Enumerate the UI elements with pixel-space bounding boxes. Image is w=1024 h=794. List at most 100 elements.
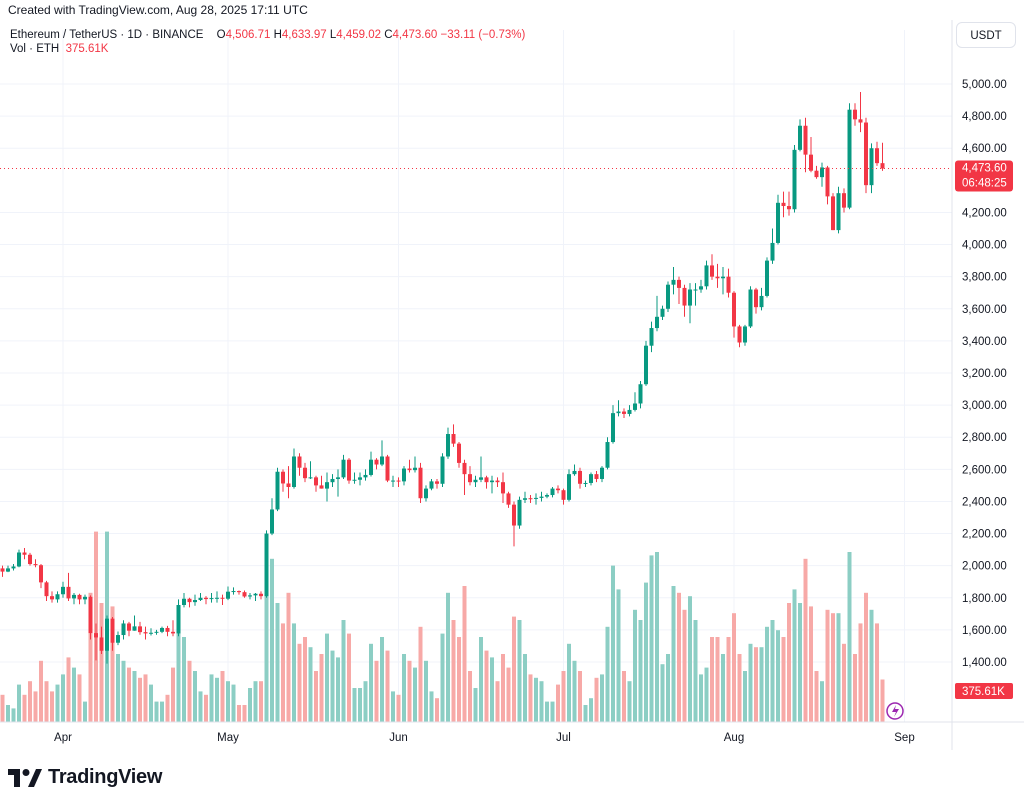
candle — [292, 448, 296, 489]
volume-bar — [715, 637, 720, 722]
candle — [154, 629, 159, 635]
candle — [611, 405, 615, 444]
volume-bar — [314, 671, 318, 722]
volume-bar — [281, 623, 285, 722]
candle-body — [220, 597, 225, 599]
candle-body — [330, 478, 335, 483]
candle — [737, 324, 742, 348]
candle — [358, 472, 362, 486]
volume-bar — [44, 681, 49, 722]
candle — [127, 621, 131, 637]
candle-body — [94, 633, 98, 638]
time-axis[interactable]: Apr May Jun Jul Aug Sep — [0, 721, 1024, 744]
volume-bar — [0, 694, 5, 722]
volume-bar — [424, 660, 428, 722]
candle — [165, 625, 170, 637]
candle-body — [77, 594, 82, 600]
candle-body — [358, 477, 362, 480]
candle-body — [468, 474, 472, 483]
volume-bar — [567, 643, 571, 722]
candle-body — [528, 498, 533, 500]
volume-bar — [358, 688, 362, 722]
candle — [116, 631, 120, 646]
candle — [44, 580, 49, 601]
candle-body — [627, 409, 632, 414]
volume-bar — [704, 667, 709, 722]
candle-body — [297, 456, 302, 468]
candle — [655, 295, 659, 332]
price-axis[interactable]: 5,000.00 4,800.00 4,600.00 4,200.00 4,000.00… — [951, 20, 1007, 750]
candle-body — [176, 605, 181, 634]
candle — [226, 586, 230, 601]
candle-body — [0, 568, 5, 572]
candle-body — [28, 554, 32, 565]
volume-bar — [17, 684, 21, 722]
candle — [385, 454, 390, 483]
volume-bar — [413, 667, 417, 722]
currency-button[interactable]: USDT — [956, 22, 1016, 48]
y-tick-label: 3,200.00 — [962, 368, 1007, 380]
volume-bar — [143, 674, 148, 722]
volume-bar — [633, 609, 637, 722]
last-price-text: 4,473.60 — [962, 163, 1007, 175]
tradingview-logo-icon — [8, 768, 42, 787]
volume-bar — [699, 674, 703, 722]
candle — [457, 442, 461, 468]
candle — [275, 467, 280, 512]
candle-body — [50, 596, 54, 600]
tradingview-logo[interactable]: TradingView — [8, 766, 162, 789]
candle-body — [292, 456, 296, 487]
volume-bar — [754, 647, 758, 722]
volume-bar — [831, 613, 835, 722]
candle-body — [605, 442, 610, 468]
candle-body — [66, 586, 71, 599]
candle-body — [798, 125, 802, 150]
candle — [182, 592, 186, 608]
candle-body — [743, 326, 747, 343]
candle — [429, 478, 434, 491]
volume-bar — [121, 660, 126, 722]
candle — [138, 621, 142, 635]
candle-body — [143, 632, 148, 634]
candle — [869, 143, 874, 194]
candle — [545, 493, 549, 499]
volume-bar — [396, 694, 401, 722]
volume-bar — [616, 589, 621, 722]
candle-body — [341, 459, 346, 478]
volume-bar — [605, 626, 610, 722]
candle — [325, 472, 329, 502]
candle-body — [446, 434, 450, 457]
candle-body — [594, 474, 599, 479]
candle-body — [820, 167, 824, 178]
candle — [638, 381, 643, 409]
volume-bar — [523, 654, 527, 722]
candle — [77, 593, 82, 605]
candle — [242, 590, 247, 598]
symbol-title[interactable]: Ethereum / TetherUS · 1D · BINANCE — [10, 29, 204, 41]
candle-body — [523, 498, 527, 500]
volume-bar — [627, 681, 632, 722]
candle — [699, 279, 703, 293]
candle-body — [171, 631, 175, 634]
chart-grid — [0, 30, 952, 722]
volume-label: Vol · ETH — [10, 43, 60, 55]
candle-body — [759, 295, 764, 308]
volume-tag-text: 375.61K — [962, 686, 1005, 698]
volume-bar — [33, 691, 38, 722]
candle-body — [787, 206, 791, 210]
volume-bar — [545, 701, 549, 722]
volume-bar — [369, 643, 373, 722]
candle-body — [501, 482, 505, 494]
candle-body — [374, 459, 379, 465]
volume-bar — [594, 677, 599, 722]
candle-body — [314, 477, 318, 486]
candle-body — [462, 462, 467, 475]
open-label: O — [216, 29, 226, 41]
candle-body — [391, 480, 395, 482]
volume-bar — [655, 552, 659, 722]
candlestick-chart[interactable]: 5,000.00 4,800.00 4,600.00 4,200.00 4,000.00… — [0, 20, 1024, 750]
volume-bar — [880, 679, 885, 722]
volume-bar — [869, 609, 874, 722]
volume-bar — [847, 552, 852, 722]
candle — [33, 559, 38, 568]
